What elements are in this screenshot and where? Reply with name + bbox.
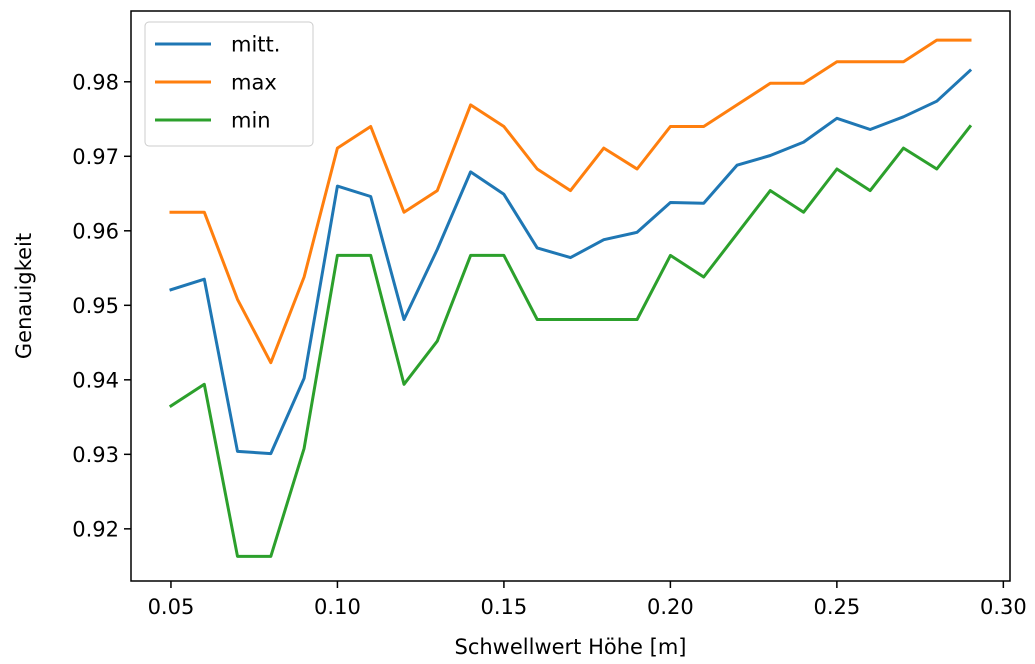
y-tick-label: 0.95 [72,294,119,318]
legend: mitt. max min [144,21,314,147]
x-axis: 0.05 0.10 0.15 0.20 0.25 0.30 [148,581,1027,619]
y-tick-label: 0.97 [72,145,119,169]
legend-label-2: min [231,109,271,133]
y-tick-label: 0.92 [72,517,119,541]
plot-frame [130,10,1011,582]
x-tick-label: 0.15 [481,595,528,619]
legend-box [144,21,314,147]
y-tick-label: 0.98 [72,70,119,94]
x-tick-label: 0.25 [813,595,860,619]
y-axis-label: Genauigkeit [12,233,36,359]
series-line-0 [169,68,973,456]
x-tick-label: 0.20 [647,595,694,619]
series-layer [168,38,973,558]
y-tick-label: 0.93 [72,443,119,467]
series-line-1 [169,38,972,365]
y-tick-label: 0.96 [72,219,119,243]
x-axis-label: Schwellwert Höhe [m] [455,635,687,659]
legend-label-1: max [231,71,277,95]
series-line-2 [168,124,973,558]
legend-label-0: mitt. [231,33,280,57]
x-tick-label: 0.05 [148,595,195,619]
y-axis: 0.92 0.93 0.94 0.95 0.96 0.97 0.98 [72,70,131,541]
x-tick-label: 0.30 [980,595,1027,619]
y-tick-label: 0.94 [72,368,119,392]
x-tick-label: 0.10 [314,595,361,619]
